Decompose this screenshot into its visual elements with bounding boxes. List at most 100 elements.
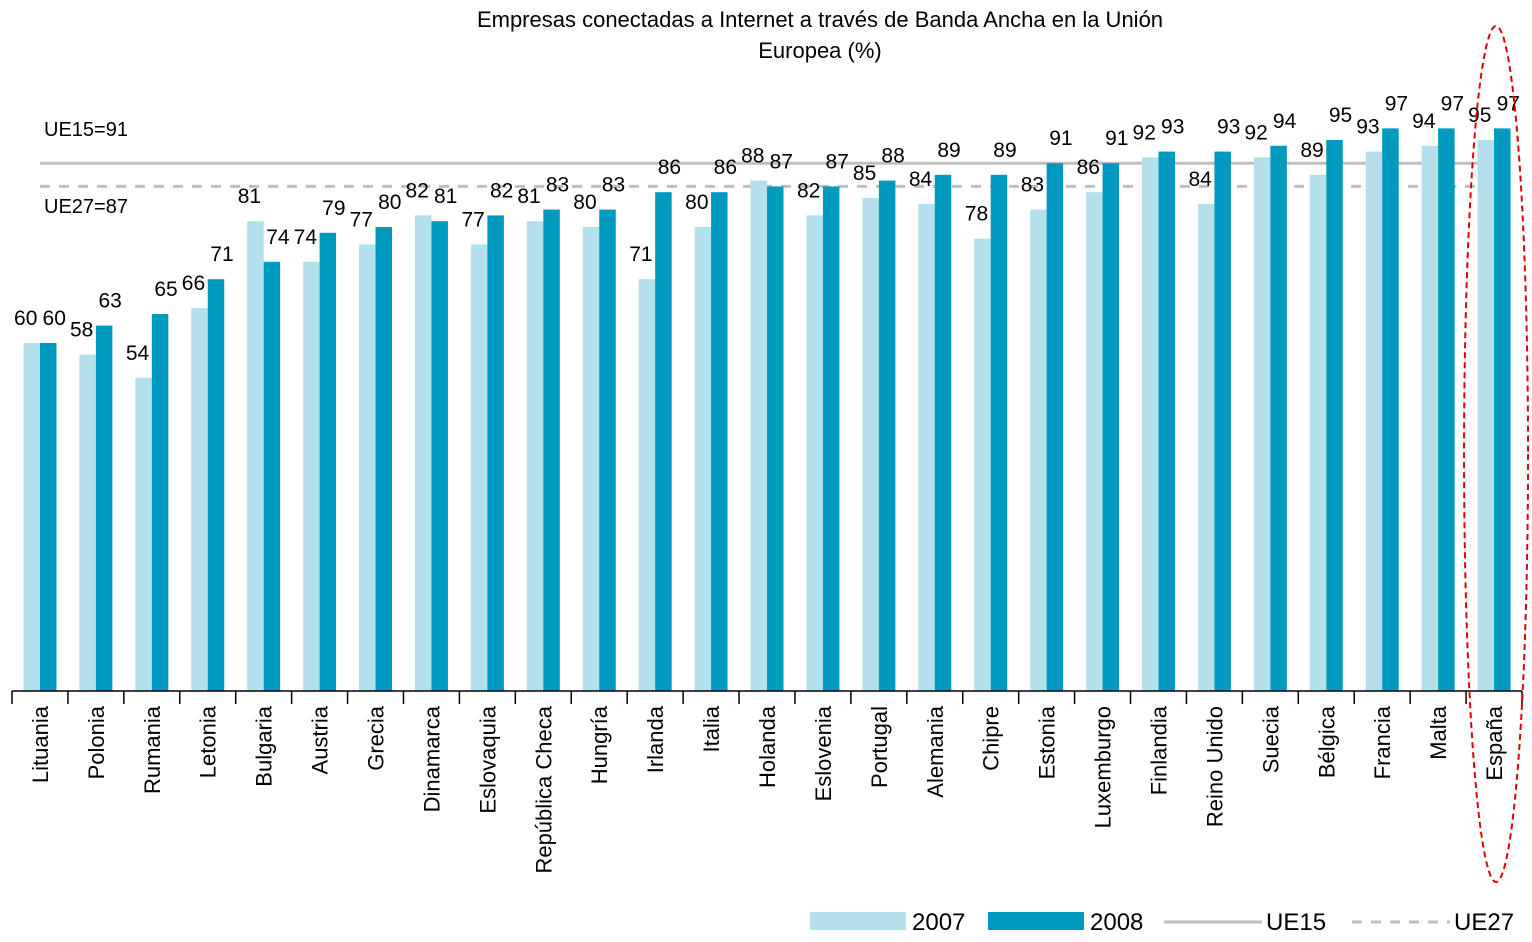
chart-title-line-1: Empresas conectadas a Internet a través … [477,7,1163,32]
reference-line-label-ue27: UE27=87 [44,196,128,218]
x-tick-label-eslovaquia: Eslovaquia [475,705,500,813]
legend-swatch-2008 [988,912,1084,930]
bar-2007-republica-checa [526,221,544,691]
x-tick-label-rumania: Rumania [140,705,165,794]
x-tick-label-austria: Austria [308,705,333,774]
bar-2007-irlanda [638,279,656,691]
x-tick-label-francia: Francia [1370,705,1395,779]
bar-2008-alemania [934,174,952,692]
bar-2007-alemania [918,203,935,692]
bar-marks [23,128,1511,692]
x-tick-label-irlanda: Irlanda [643,705,668,773]
legend: 2007 2008 UE15 UE27 [810,909,1514,936]
bar-2007-bulgaria [247,221,264,691]
bar-2008-bulgaria [263,261,281,691]
data-label-2007-grecia: 77 [350,208,373,231]
x-tick-label-estonia: Estonia [1035,705,1060,779]
bar-2007-malta [1421,145,1439,692]
bar-2007-reino-unido [1197,203,1215,692]
bar-2008-eslovaquia [487,215,504,691]
bar-2008-italia [711,192,728,691]
data-label-2007-holanda: 88 [741,145,764,168]
bar-2008-dinamarca [431,221,448,691]
bar-2007-francia [1365,151,1383,692]
x-tick-label-republica-checa: República Checa [531,705,556,873]
data-label-2008-grecia: 80 [378,191,401,214]
data-label-2007-alemania: 84 [909,168,933,191]
bar-2008-suecia [1270,145,1287,692]
x-tick-label-dinamarca: Dinamarca [419,705,444,812]
bar-2007-grecia [359,244,376,691]
x-tick-label-suecia: Suecia [1258,705,1283,773]
bar-2008-espana [1494,128,1511,691]
data-label-2007-hungria: 80 [573,191,596,214]
bar-2007-eslovenia [806,215,823,691]
data-label-2008-holanda: 87 [770,150,793,173]
x-axis: Lituania Polonia Rumania Letonia Bulgaria Aus… [11,690,1523,874]
data-label-2007-espana: 95 [1468,104,1491,127]
bar-2008-hungria [599,209,616,691]
bar-2007-polonia [79,354,96,691]
data-label-2007-belgica: 89 [1300,139,1323,162]
legend-label-ue27: UE27 [1454,909,1514,936]
data-label-2008-francia: 97 [1385,92,1408,115]
x-tick-label-finlandia: Finlandia [1146,705,1171,795]
x-tick-label-grecia: Grecia [364,705,389,771]
data-label-2007-dinamarca: 82 [406,179,429,202]
bar-2007-belgica [1309,174,1327,692]
bar-2007-dinamarca [414,215,432,691]
data-label-2007-republica-checa: 81 [517,185,540,208]
data-label-2008-rumania: 65 [154,278,177,301]
bar-2007-hungria [582,227,600,691]
data-label-2007-reino-unido: 84 [1188,168,1212,191]
data-label-2008-malta: 97 [1441,92,1464,115]
data-label-2007-rumania: 54 [126,342,150,365]
data-label-2007-francia: 93 [1356,116,1379,139]
bar-2007-lituania [23,343,40,691]
data-label-2008-finlandia: 93 [1161,116,1184,139]
x-tick-label-belgica: Bélgica [1314,705,1339,778]
x-tick-label-luxemburgo: Luxemburgo [1091,706,1116,828]
x-tick-label-chipre: Chipre [979,706,1004,771]
x-tick-label-portugal: Portugal [867,706,892,788]
data-label-2008-suecia: 94 [1273,110,1297,133]
data-label-2007-bulgaria: 81 [238,185,261,208]
bar-2008-grecia [375,227,393,691]
data-label-2008-chipre: 89 [993,139,1016,162]
bar-2007-luxemburgo [1086,192,1103,691]
data-label-2007-suecia: 92 [1244,121,1267,144]
bar-2008-republica-checa [543,209,560,691]
bar-2008-austria [319,232,337,692]
bar-2008-lituania [39,343,57,691]
bar-2007-estonia [1030,209,1047,691]
data-label-2007-italia: 80 [685,191,708,214]
chart-title-line-2: Europea (%) [758,38,882,63]
data-label-2008-hungria: 83 [602,174,625,197]
data-label-2008-alemania: 89 [937,139,960,162]
bar-2008-portugal [878,180,896,691]
highlight-ellipse-espana [1463,25,1530,883]
legend-label-ue15: UE15 [1266,909,1326,936]
data-label-2008-republica-checa: 83 [546,174,569,197]
data-label-2008-italia: 86 [714,156,737,179]
x-tick-label-letonia: Letonia [196,705,221,778]
x-tick-label-espana: España [1482,705,1507,780]
data-label-2008-espana: 97 [1497,92,1520,115]
data-label-2007-estonia: 83 [1021,174,1044,197]
data-label-2007-letonia: 66 [182,272,205,295]
bar-2008-holanda [767,186,784,691]
x-tick-label-reino-unido: Reino Unido [1202,706,1227,827]
data-label-2008-belgica: 95 [1329,104,1352,127]
x-tick-label-alemania: Alemania [923,705,948,797]
bar-2007-holanda [750,180,767,691]
bar-2008-francia [1382,128,1399,691]
bar-2007-eslovaquia [470,244,488,691]
data-label-2008-reino-unido: 93 [1217,116,1240,139]
reference-line-label-ue15: UE15=91 [44,119,128,141]
bar-2008-eslovenia [822,186,840,691]
x-tick-label-polonia: Polonia [84,705,109,779]
legend-label-2008: 2008 [1090,909,1143,936]
data-label-2008-portugal: 88 [881,145,904,168]
legend-label-2007: 2007 [912,909,965,936]
